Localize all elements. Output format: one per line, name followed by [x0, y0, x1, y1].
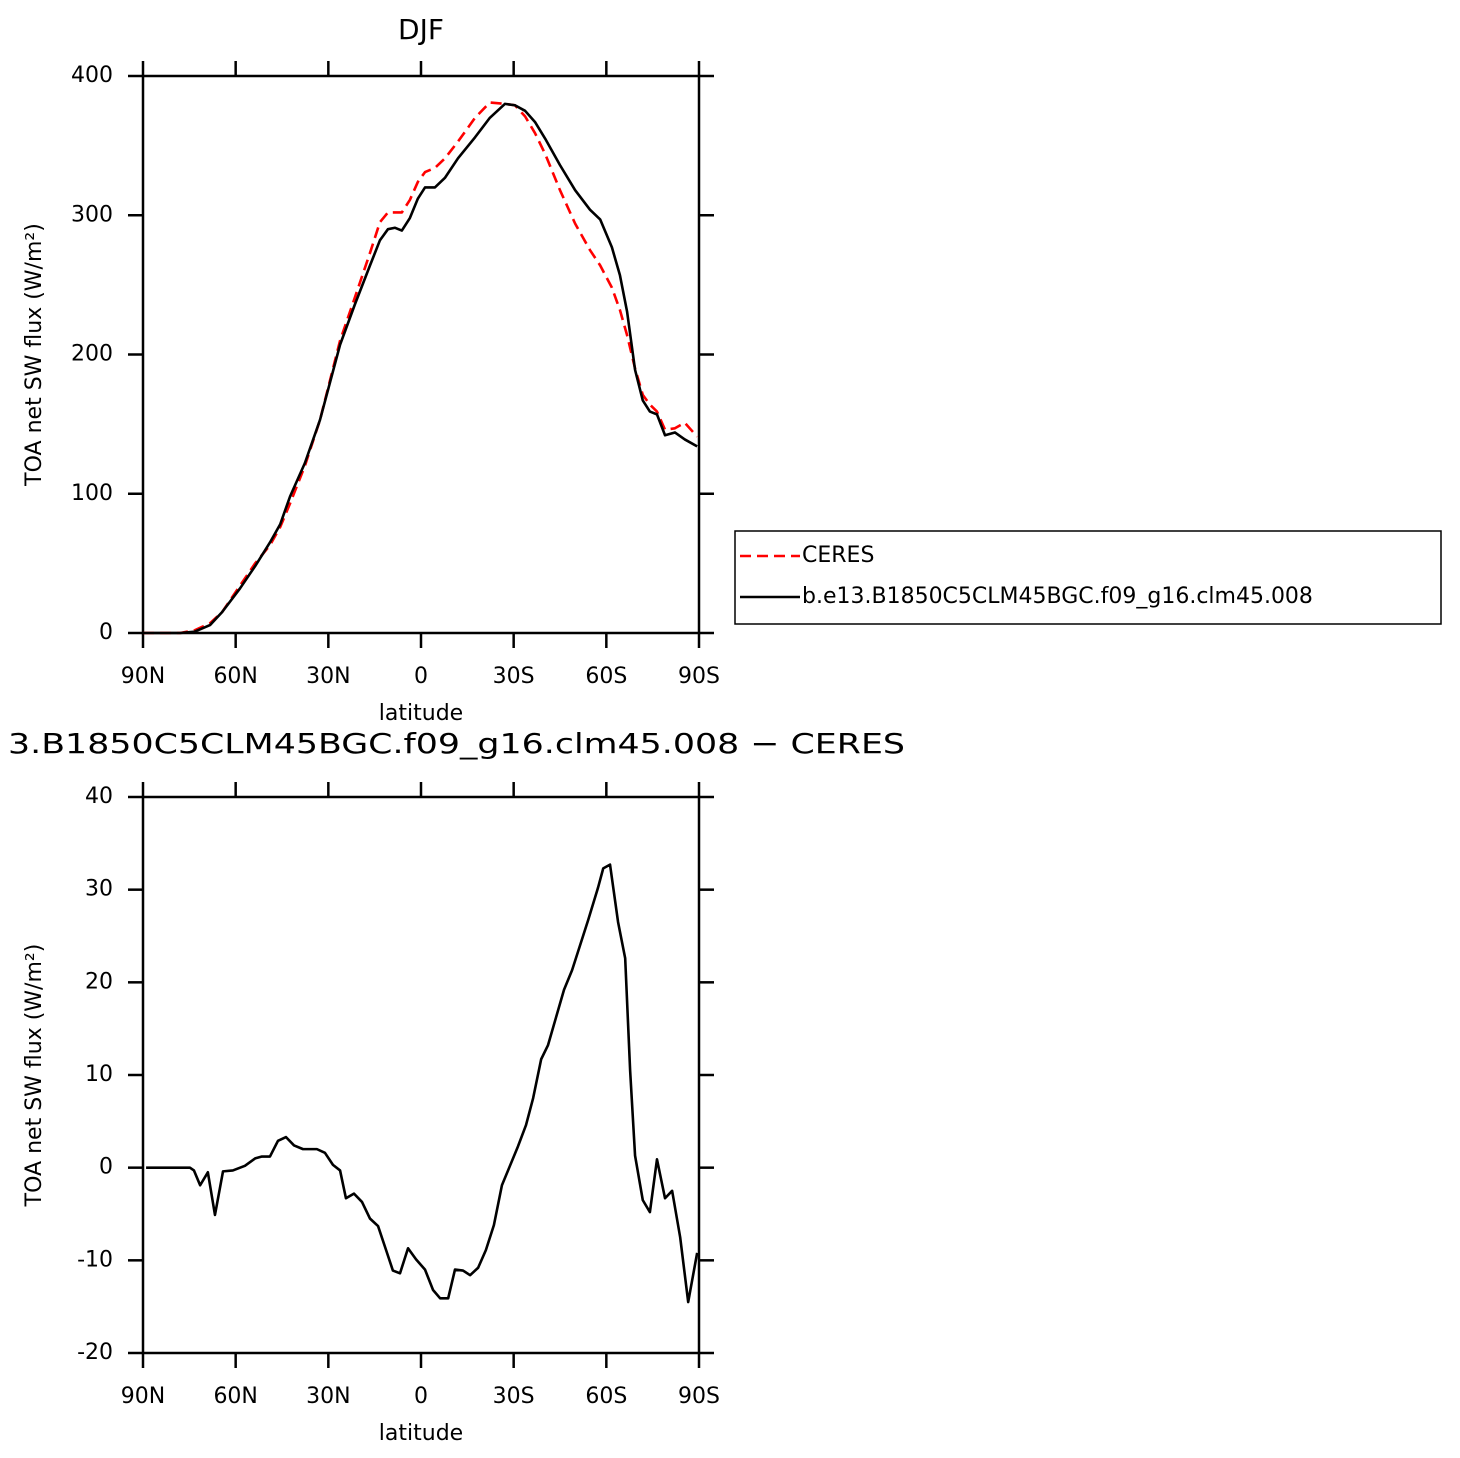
- y-tick-label: 400: [71, 63, 113, 88]
- plot-frame: [141, 74, 701, 635]
- x-tick-label: 90S: [678, 1384, 720, 1409]
- y-tick-label: 200: [71, 342, 113, 367]
- x-tick-label: 30N: [306, 664, 350, 689]
- x-axis-label: latitude: [379, 1421, 463, 1446]
- y-tick-label: 300: [71, 202, 113, 227]
- data-line: [146, 863, 699, 1304]
- chart-title: DJF: [398, 13, 444, 46]
- data-line: [143, 102, 698, 635]
- x-tick-label: 60N: [213, 1384, 257, 1409]
- y-tick-label: 0: [99, 1155, 113, 1180]
- x-tick-label: 30S: [493, 664, 535, 689]
- y-axis-label: TOA net SW flux (W/m²): [22, 223, 47, 487]
- y-axis-label: TOA net SW flux (W/m²): [22, 944, 47, 1208]
- y-tick-label: 100: [71, 481, 113, 506]
- x-tick-label: 60S: [585, 1384, 627, 1409]
- x-tick-label: 60N: [213, 664, 257, 689]
- x-tick-label: 90N: [121, 664, 165, 689]
- legend-label: b.e13.B1850C5CLM45BGC.f09_g16.clm45.008: [802, 584, 1313, 609]
- legend-label: CERES: [802, 543, 874, 568]
- x-tick-label: 90N: [121, 1384, 165, 1409]
- data-line: [143, 101, 699, 635]
- x-tick-label: 0: [414, 1384, 428, 1409]
- plot-frame: [141, 795, 701, 1355]
- x-axis-label: latitude: [379, 701, 463, 726]
- x-tick-label: 30S: [493, 1384, 535, 1409]
- y-tick-label: 0: [99, 620, 113, 645]
- x-tick-label: 0: [414, 664, 428, 689]
- y-tick-label: -10: [77, 1247, 113, 1272]
- y-tick-label: 10: [85, 1062, 113, 1087]
- y-tick-label: -20: [77, 1340, 113, 1365]
- y-tick-label: 20: [85, 969, 113, 994]
- legend-box: [734, 530, 1442, 625]
- chart-title: 3.B1850C5CLM45BGC.f09_g16.clm45.008 − CE…: [8, 727, 905, 760]
- y-tick-label: 40: [85, 784, 113, 809]
- x-tick-label: 90S: [678, 664, 720, 689]
- x-tick-label: 60S: [585, 664, 627, 689]
- x-tick-label: 30N: [306, 1384, 350, 1409]
- y-tick-label: 30: [85, 877, 113, 902]
